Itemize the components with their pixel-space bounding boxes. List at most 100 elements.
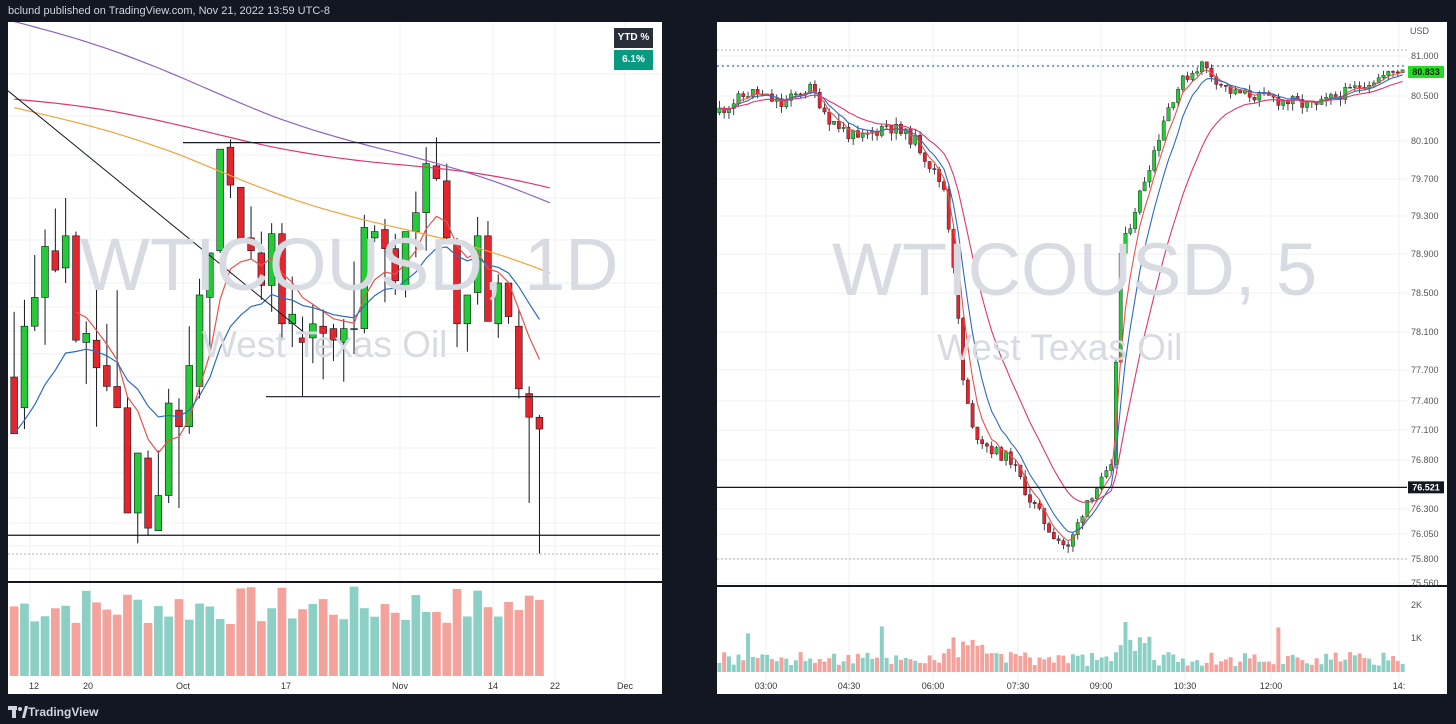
- candle-up-r: [1190, 72, 1195, 80]
- volume-bar-r: [827, 658, 832, 672]
- volume-bar-r: [1180, 658, 1185, 672]
- volume-bar-r: [903, 657, 908, 672]
- x-tick-label-r: 09:00: [1090, 681, 1113, 691]
- candle-down: [10, 376, 18, 435]
- volume-bar: [308, 603, 318, 676]
- volume-bar-r: [736, 654, 741, 672]
- volume-bar: [40, 616, 50, 676]
- volume-bar-r: [1023, 652, 1028, 672]
- volume-bar-r: [789, 664, 794, 672]
- volume-bar-r: [1257, 661, 1262, 672]
- candle-up-r: [1386, 71, 1391, 76]
- candle-down-r: [918, 135, 922, 154]
- volume-bar-r: [984, 653, 989, 672]
- volume-bar: [349, 586, 359, 676]
- volume-bar-r: [1042, 659, 1047, 672]
- candle-up: [195, 294, 204, 387]
- footer: TradingView: [0, 700, 1456, 724]
- ema-slow-line-r: [719, 80, 1403, 503]
- volume-bar-r: [1032, 665, 1037, 672]
- y-tick-label-r: 81.000: [1411, 51, 1439, 61]
- volume-bar-r: [1314, 658, 1319, 672]
- candle-down-r: [1037, 503, 1042, 509]
- intraday-chart-panel[interactable]: USD 81.000 80.500 80.100 79.700 79.300 78.900 7…: [717, 22, 1447, 694]
- candle-down-r: [1008, 451, 1013, 465]
- volume-bar-r: [1300, 660, 1305, 672]
- candle-up: [473, 235, 482, 293]
- candle-down: [72, 235, 80, 341]
- publish-header: bclund published on TradingView.com, Nov…: [0, 0, 1456, 22]
- daily-chart-panel[interactable]: USD97.00095.00093.00091.00089.00087.0008…: [8, 22, 662, 694]
- volume-bar-r: [1018, 655, 1023, 672]
- intraday-chart-svg[interactable]: USD 81.000 80.500 80.100 79.700 79.300 78.900 7…: [717, 22, 1447, 694]
- volume-bar-r: [832, 653, 837, 672]
- daily-chart-svg[interactable]: USD97.00095.00093.00091.00089.00087.0008…: [8, 22, 662, 694]
- candle-down: [175, 409, 183, 427]
- y-tick-label-r: 76.800: [1411, 455, 1439, 465]
- volume-bar: [535, 599, 544, 676]
- volume-bar-r: [1285, 655, 1290, 672]
- candle-up-r: [1171, 102, 1176, 108]
- volume-bar-r: [918, 662, 923, 672]
- volume-bar-r: [1080, 654, 1085, 672]
- volume-bar-r: [841, 661, 846, 672]
- candle-up: [41, 246, 49, 298]
- volume-bar: [442, 622, 452, 676]
- candle-up-r: [1090, 498, 1094, 501]
- volume-bar-r: [812, 662, 817, 672]
- volume-bar: [514, 609, 524, 676]
- volume-bar: [112, 614, 122, 676]
- vol-tick-label-r: 2K: [1411, 600, 1422, 610]
- candle-down-r: [1228, 86, 1233, 94]
- volume-bar-r: [1147, 636, 1152, 672]
- volume-bar: [92, 602, 101, 676]
- volume-bar: [226, 623, 235, 676]
- volume-bar: [133, 599, 143, 676]
- y-tick-label-r: 78.100: [1411, 327, 1439, 337]
- candle-down-r: [970, 403, 975, 428]
- volume-bar-r: [999, 653, 1004, 672]
- candle-up-r: [1099, 476, 1104, 489]
- candle-down-r: [1391, 71, 1395, 73]
- candle-up-r: [1104, 470, 1109, 478]
- candle-up: [463, 294, 472, 325]
- volume-bar-r: [922, 663, 927, 672]
- volume-bar: [463, 616, 472, 676]
- volume-bar: [81, 590, 91, 676]
- x-tick-label-r: 10:30: [1174, 681, 1197, 691]
- candle-up: [154, 495, 163, 531]
- volume-bar-r: [951, 637, 956, 672]
- volume-bar: [184, 619, 194, 676]
- x-tick-label: 14: [488, 681, 498, 691]
- volume-bar-r: [875, 657, 880, 672]
- candle-down-r: [755, 89, 760, 95]
- volume-bar-r: [760, 654, 765, 672]
- candle-up-r: [1352, 85, 1357, 88]
- volume-bar: [30, 621, 40, 676]
- volume-bar-r: [1185, 665, 1190, 672]
- volume-bar-r: [1386, 660, 1391, 672]
- volume-bar: [195, 603, 204, 676]
- candle-up-r: [994, 447, 999, 455]
- volume-bar-r: [779, 657, 784, 672]
- candle-up-r: [1080, 516, 1085, 523]
- candle-up: [61, 235, 70, 269]
- candle-down-r: [927, 161, 932, 169]
- volume-bar-r: [927, 655, 932, 672]
- volume-bar-r: [846, 654, 851, 672]
- candle-up: [31, 297, 39, 327]
- candle-down-r: [1219, 84, 1223, 86]
- y-tick-label-r: 76.050: [1411, 529, 1439, 539]
- candle-down: [278, 233, 286, 325]
- volume-bar-r: [1152, 660, 1157, 672]
- volume-bar: [432, 611, 441, 676]
- level-label-r: 76.521: [1412, 482, 1440, 492]
- ma-orange-line: [14, 107, 551, 274]
- volume-bar-r: [1142, 643, 1147, 672]
- volume-bar-r: [1376, 665, 1381, 672]
- volume-bar-r: [774, 661, 779, 672]
- volume-bar: [123, 594, 132, 676]
- volume-bar: [411, 595, 421, 676]
- volume-bar: [143, 622, 153, 676]
- candle-down-r: [1348, 87, 1352, 89]
